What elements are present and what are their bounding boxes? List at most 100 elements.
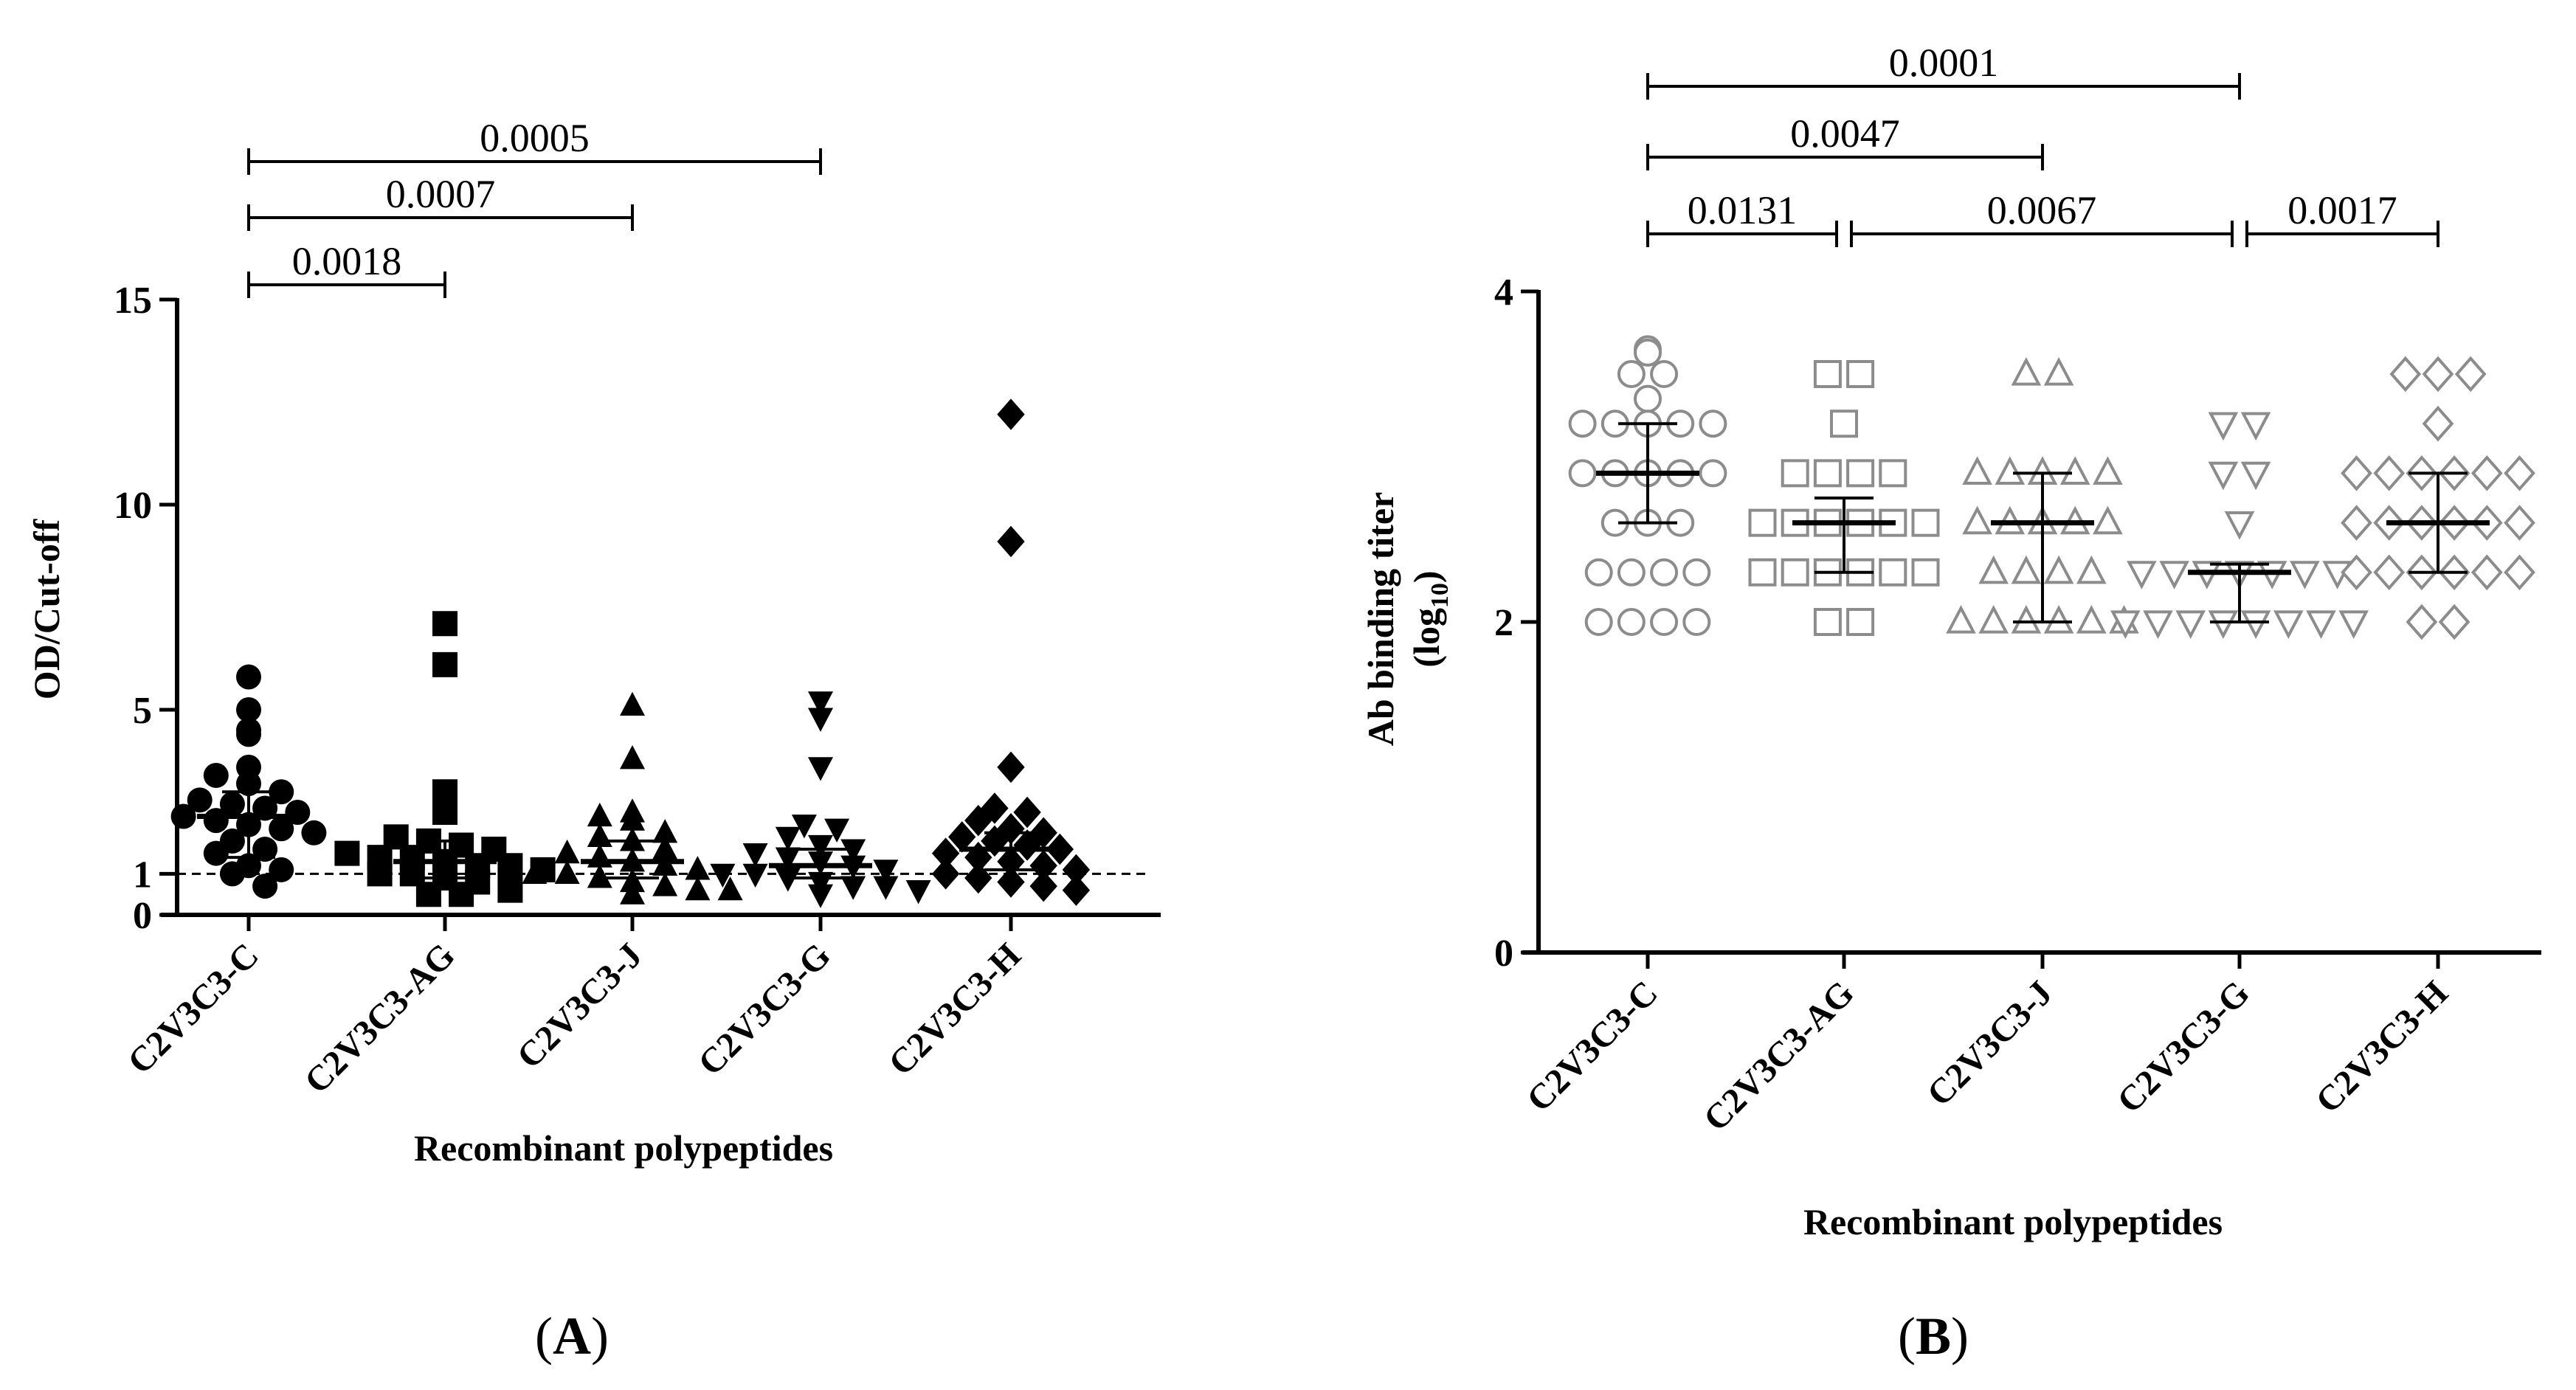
panel-b-data-point	[2341, 554, 2372, 591]
panel-a-data-point	[840, 876, 866, 900]
panel-b-data-point	[2043, 357, 2074, 386]
panel-a-data-point	[620, 806, 645, 831]
panel-a-data-point	[997, 398, 1025, 430]
panel-b-y-axis-unit: (log10)	[1406, 570, 1454, 667]
panel-a-data-point	[873, 860, 899, 884]
panel-b-data-point	[2011, 357, 2042, 386]
panel-a-data-point	[685, 856, 711, 880]
panel-b-data-point	[1978, 605, 2009, 634]
panel-b-data-point	[1962, 456, 1992, 485]
panel-a-data-point	[620, 868, 645, 893]
panel-a-y-axis-title: OD/Cut-off	[26, 518, 67, 699]
panel-a-data-point	[685, 876, 711, 901]
panel-b-data-point	[2470, 554, 2503, 591]
panel-b-data-point	[1682, 608, 1711, 636]
panel-b-data-point	[1846, 360, 1875, 388]
panel-b-data-point	[1879, 558, 1907, 587]
panel-a-data-point	[775, 826, 801, 851]
panel-a-data-point	[554, 860, 580, 884]
panel-a-p-value-label: 0.0005	[480, 116, 590, 160]
panel-b-data-point	[2043, 555, 2074, 584]
panel-a-data-point	[219, 791, 245, 817]
panel-a-data-point	[367, 861, 393, 887]
panel-a-data-point	[775, 868, 801, 892]
panel-b-x-tick-label: C2V3C3-J	[1920, 973, 2060, 1113]
panel-a-data-point	[1029, 850, 1057, 882]
panel-a-data-point	[873, 876, 899, 900]
panel-a-data-point	[415, 882, 441, 907]
panel-a-data-point	[964, 804, 992, 837]
panel-a-y-tick-label: 0	[133, 895, 152, 937]
panel-a-data-point	[301, 820, 327, 846]
panel-a-data-point	[399, 861, 425, 887]
panel-b-data-point	[1748, 508, 1777, 537]
panel-a-data-point	[236, 771, 261, 797]
panel-b-data-point	[1911, 558, 1940, 587]
panel-b-p-value-label: 0.0047	[1790, 111, 1900, 156]
panel-b-data-point	[2143, 610, 2173, 639]
panel-a-data-point	[432, 779, 457, 805]
panel-a-data-point	[554, 839, 580, 864]
panel-b-data-point	[1781, 459, 1809, 488]
panel-b-data-point	[1699, 459, 1727, 488]
panel-b-data-point	[2093, 456, 2123, 485]
panel-a-data-point	[652, 835, 678, 860]
panel-a-data-point	[808, 691, 833, 716]
panel-b-data-point	[1846, 608, 1875, 636]
panel-b-data-point	[2093, 505, 2123, 535]
panel-b-data-point	[1830, 409, 1858, 438]
panel-a-data-point	[931, 858, 960, 890]
panel-a-data-point	[203, 762, 229, 788]
panel-b-data-point	[2306, 610, 2336, 639]
panel-b-data-point	[2127, 561, 2157, 589]
panel-b-data-point	[1748, 558, 1777, 587]
panel-b-plot: 0 2 4 C2V3C3-C C2V3C3-AG C2V3C3-J C2V3C3-G C2V3…	[1494, 41, 2541, 1138]
panel-b-y-unit-prefix: (log	[1406, 608, 1447, 668]
panel-b-data-point	[2240, 461, 2271, 491]
panel-a-data-point	[997, 525, 1025, 558]
panel-b-x-tick-label: C2V3C3-C	[1519, 973, 1665, 1119]
panel-a: OD/Cut-off Recombinant polypeptides (A)	[26, 518, 833, 1366]
panel-b-y-axis-title: Ab binding titer	[1360, 492, 1401, 747]
panel-a-data-point	[252, 874, 278, 899]
panel-b-data-point	[1911, 508, 1940, 537]
panel-a-p-value-label: 0.0018	[292, 239, 402, 283]
panel-b-x-tick-label: C2V3C3-AG	[1696, 973, 1862, 1138]
panel-a-y-tick-label: 1	[133, 854, 152, 896]
panel-b-data-point	[2504, 554, 2535, 591]
panel-b-data-point	[1962, 505, 1992, 535]
panel-a-data-point	[808, 884, 833, 908]
panel-b-x-axis-title: Recombinant polypeptides	[1803, 1201, 2223, 1242]
panel-b-data-point	[2110, 610, 2141, 639]
panel-a-data-point	[840, 839, 866, 863]
panel-b-data-point	[2059, 456, 2090, 485]
panel-a-data-point	[236, 664, 261, 690]
panel-b-p-value-label: 0.0017	[2287, 188, 2397, 232]
panel-a-data-point	[587, 864, 612, 888]
panel-b-data-point	[2470, 455, 2503, 491]
panel-b-x-tick-label: C2V3C3-H	[2308, 973, 2456, 1121]
panel-b-x-tick-label: C2V3C3-G	[2110, 973, 2257, 1121]
panel-a-data-point	[383, 824, 409, 850]
panel-a-data-point	[236, 722, 261, 747]
panel-a-data-point	[219, 861, 245, 887]
panel-a-label-letter: A	[553, 1307, 591, 1366]
panel-b-label-letter: B	[1916, 1307, 1951, 1366]
panel-a-data-point	[432, 651, 457, 677]
panel-a-x-tick-label: C2V3C3-C	[120, 936, 266, 1082]
panel-a-data-point	[620, 691, 645, 716]
panel-b-data-point	[2076, 555, 2107, 584]
panel-a-data-point	[964, 862, 992, 894]
panel-b-data-point	[1650, 608, 1679, 636]
panel-b-data-point	[2341, 505, 2372, 541]
panel-a-data-point	[252, 837, 278, 862]
panel-a-data-point	[620, 827, 645, 851]
panel-a-data-point	[620, 745, 645, 770]
panel-a-data-point	[269, 857, 294, 882]
panel-b-data-point	[1617, 558, 1646, 587]
panel-b-data-point	[1650, 360, 1679, 388]
panel-a-data-point	[587, 823, 612, 847]
